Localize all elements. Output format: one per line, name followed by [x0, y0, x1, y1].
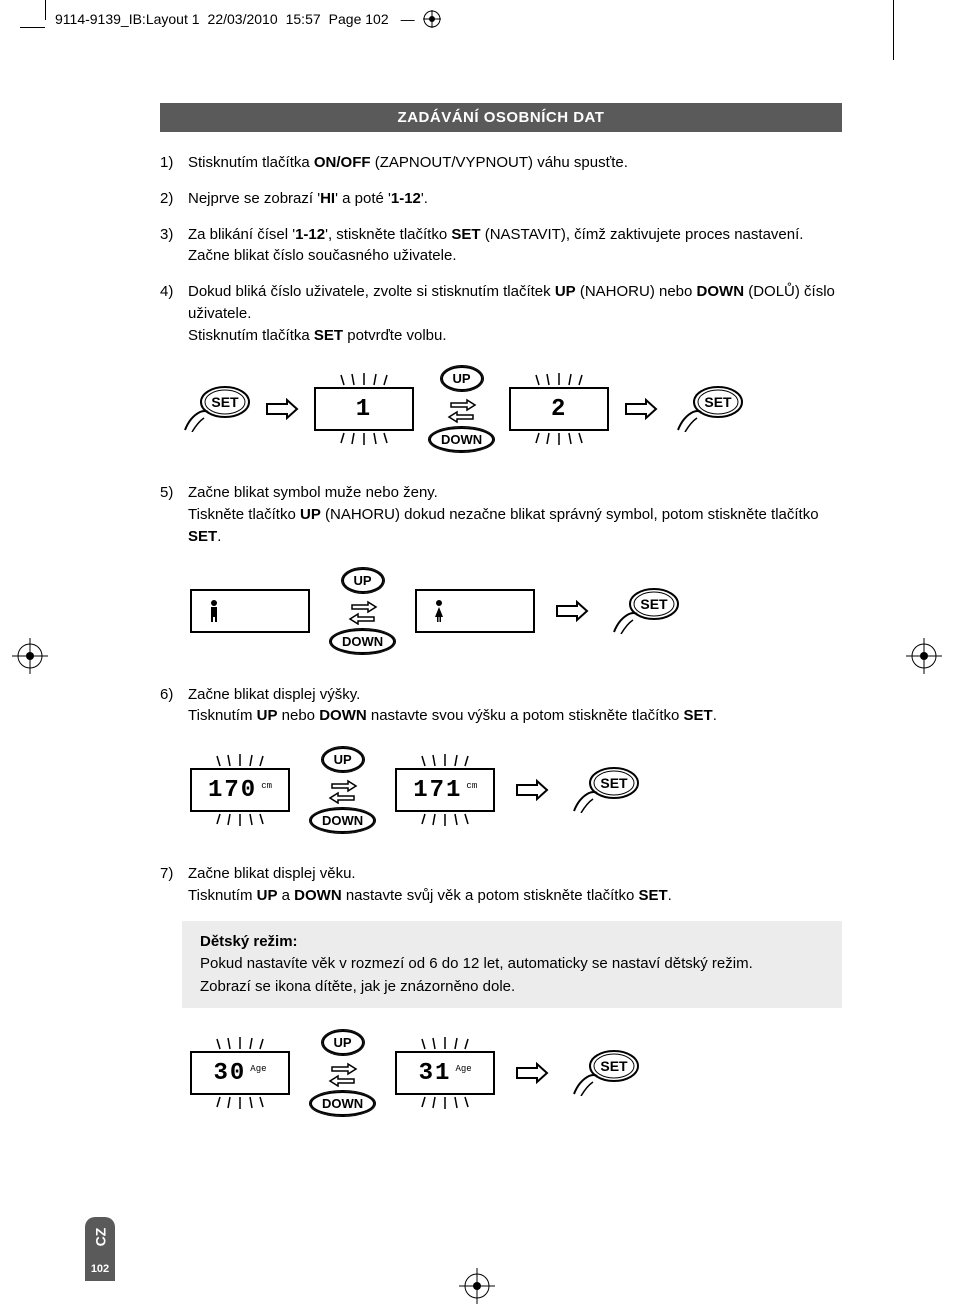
step-1: 1) Stisknutím tlačítka ON/OFF (ZAPNOUT/V…	[160, 152, 842, 174]
step-list: 5) Začne blikat symbol muže nebo ženy.Ti…	[160, 482, 842, 547]
step-list: 7) Začne blikat displej věku.Tisknutím U…	[160, 863, 842, 907]
up-down-buttons: UP DOWN	[310, 747, 375, 833]
crop-mark	[893, 25, 894, 60]
slug-filename: 9114-9139_IB:Layout 1	[55, 11, 200, 27]
down-button[interactable]: DOWN	[310, 1091, 375, 1116]
lcd-user-2: 2	[509, 387, 609, 431]
up-button[interactable]: UP	[441, 366, 483, 391]
down-button[interactable]: DOWN	[429, 427, 494, 452]
registration-mark-icon	[457, 1266, 497, 1306]
step-3: 3) Za blikání čísel '1-12', stiskněte tl…	[160, 224, 842, 268]
arrow-right-icon	[515, 779, 549, 801]
step-list: 6) Začne blikat displej výšky.Tisknutím …	[160, 684, 842, 728]
diagram-height: 170cm UP DOWN 171cm SET	[190, 747, 842, 833]
double-arrow-icon	[328, 776, 358, 804]
note-title: Dětský režim:	[200, 933, 298, 950]
hand-press-set: SET	[609, 584, 679, 638]
double-arrow-icon	[328, 1059, 358, 1087]
lcd-age-1: 30Age	[190, 1051, 290, 1095]
up-down-buttons: UP DOWN	[310, 1030, 375, 1116]
step-5: 5) Začne blikat symbol muže nebo ženy.Ti…	[160, 482, 842, 547]
person-male-icon	[208, 599, 220, 623]
step-6: 6) Začne blikat displej výšky.Tisknutím …	[160, 684, 842, 728]
svg-text:SET: SET	[705, 394, 733, 410]
registration-mark-icon	[423, 10, 441, 28]
header-slug: 9114-9139_IB:Layout 1 22/03/2010 15:57 P…	[55, 10, 441, 28]
slug-page: Page 102	[329, 11, 389, 27]
up-down-buttons: UP DOWN	[330, 568, 395, 654]
arrow-right-icon	[624, 398, 658, 420]
down-button[interactable]: DOWN	[310, 808, 375, 833]
page-number: 102	[85, 1257, 115, 1281]
hand-press-set: SET	[673, 382, 743, 436]
crop-mark	[45, 0, 46, 20]
lcd-height-1: 170cm	[190, 768, 290, 812]
diagram-user-number: SET 1 UP DOWN 2	[180, 366, 842, 452]
arrow-right-icon	[265, 398, 299, 420]
step-list: 1) Stisknutím tlačítka ON/OFF (ZAPNOUT/V…	[160, 152, 842, 346]
diagram-gender: UP DOWN SET	[190, 568, 842, 654]
diagram-age: 30Age UP DOWN 31Age SET	[190, 1030, 842, 1116]
double-arrow-icon	[447, 395, 477, 423]
arrow-right-icon	[555, 600, 589, 622]
note-line1: Pokud nastavíte věk v rozmezí od 6 do 12…	[200, 955, 753, 972]
lcd-age-2: 31Age	[395, 1051, 495, 1095]
lcd-gender-1	[190, 589, 310, 633]
section-header: ZADÁVÁNÍ OSOBNÍCH DAT	[160, 103, 842, 132]
slug-time: 15:57	[286, 11, 321, 27]
side-tab: CZ 102	[85, 1217, 115, 1281]
svg-text:SET: SET	[601, 775, 629, 791]
svg-text:SET: SET	[601, 1058, 629, 1074]
up-button[interactable]: UP	[322, 747, 364, 772]
crop-mark	[893, 0, 894, 25]
double-arrow-icon	[348, 597, 378, 625]
step-2: 2) Nejprve se zobrazí 'HI' a poté '1-12'…	[160, 188, 842, 210]
crop-mark	[20, 27, 45, 28]
svg-text:SET: SET	[211, 394, 239, 410]
child-mode-note: Dětský režim: Pokud nastavíte věk v rozm…	[182, 921, 842, 1009]
hand-press-set: SET	[569, 763, 639, 817]
page-content: ZADÁVÁNÍ OSOBNÍCH DAT 1) Stisknutím tlač…	[160, 103, 842, 1146]
up-button[interactable]: UP	[322, 1030, 364, 1055]
registration-mark-icon	[904, 636, 944, 676]
registration-mark-icon	[10, 636, 50, 676]
step-4: 4) Dokud bliká číslo uživatele, zvolte s…	[160, 281, 842, 346]
svg-text:SET: SET	[641, 596, 669, 612]
lcd-gender-2	[415, 589, 535, 633]
up-button[interactable]: UP	[342, 568, 384, 593]
down-button[interactable]: DOWN	[330, 629, 395, 654]
lcd-user-1: 1	[314, 387, 414, 431]
up-down-buttons: UP DOWN	[429, 366, 494, 452]
step-7: 7) Začne blikat displej věku.Tisknutím U…	[160, 863, 842, 907]
lcd-height-2: 171cm	[395, 768, 495, 812]
hand-press-set: SET	[180, 382, 250, 436]
language-tab: CZ	[85, 1217, 116, 1257]
arrow-right-icon	[515, 1062, 549, 1084]
note-line2: Zobrazí se ikona dítěte, jak je znázorně…	[200, 978, 515, 995]
hand-press-set: SET	[569, 1046, 639, 1100]
slug-date: 22/03/2010	[208, 11, 278, 27]
person-female-icon	[433, 599, 445, 623]
